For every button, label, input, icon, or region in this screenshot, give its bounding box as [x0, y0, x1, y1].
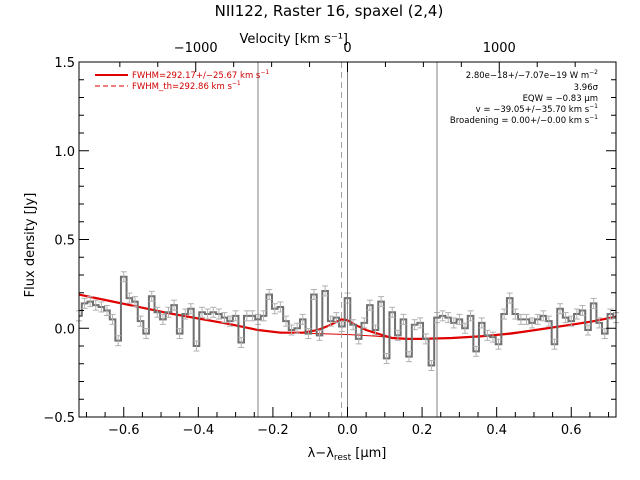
- svg-text:λ−λrest [μm]: λ−λrest [μm]: [308, 446, 387, 463]
- legend: FWHM=292.17+/−25.67 km s−1 FWHM_th=292.8…: [95, 69, 269, 92]
- y-axis-label: Flux density [Jy]: [23, 193, 38, 298]
- y-tick-label: −0.5: [43, 411, 75, 426]
- top-tick-label: −1000: [174, 41, 218, 56]
- annotation-sigma: 3.96σ: [574, 83, 599, 93]
- x-tick-label: −0.4: [183, 423, 215, 438]
- legend-label-fwhm-th: FWHM_th=292.86 km s−1: [132, 80, 241, 92]
- x-tick-label: 0.0: [337, 423, 358, 438]
- y-tick-label: 0.5: [54, 234, 75, 249]
- annotation-eqw: EQW = −0.83 μm: [523, 94, 598, 104]
- svg-text:Flux density [Jy]: Flux density [Jy]: [23, 193, 38, 298]
- top-axis-label: Velocity [km s⁻¹]: [240, 32, 348, 47]
- x-tick-label: −0.6: [108, 423, 140, 438]
- annotation-broadening: Broadening = 0.00+/−0.00 km s−1: [450, 114, 598, 126]
- x-axis-label: λ−λrest [μm]: [308, 446, 387, 463]
- annotation-flux: 2.80e−18+/−7.07e−19 W m−2: [466, 69, 598, 81]
- x-tick-label: 0.6: [561, 423, 582, 438]
- y-tick-label: 1.0: [54, 145, 75, 160]
- top-tick-label: 1000: [483, 41, 516, 56]
- x-tick-label: 0.4: [486, 423, 507, 438]
- fit-annotations: 2.80e−18+/−7.07e−19 W m−2 3.96σ EQW = −0…: [450, 69, 599, 126]
- vertical-lines: [257, 62, 438, 417]
- annotation-velocity: v = −39.05+/−35.70 km s−1: [476, 103, 599, 115]
- top-tick-label: 0: [343, 41, 351, 56]
- legend-label-fwhm: FWHM=292.17+/−25.67 km s−1: [132, 69, 269, 81]
- axes: −0.6 −0.4 −0.2 0.0 0.2 0.4 0.6 −0.5 0.0 0.5 1.0 1.5…: [43, 41, 617, 438]
- svg-text:Velocity [km s⁻¹]: Velocity [km s⁻¹]: [240, 32, 348, 47]
- y-tick-label: 0.0: [54, 322, 75, 337]
- chart-title: NII122, Raster 16, spaxel (2,4): [215, 2, 444, 20]
- x-tick-label: −0.2: [257, 423, 289, 438]
- x-tick-label: 0.2: [412, 423, 433, 438]
- y-tick-label: 1.5: [54, 56, 75, 71]
